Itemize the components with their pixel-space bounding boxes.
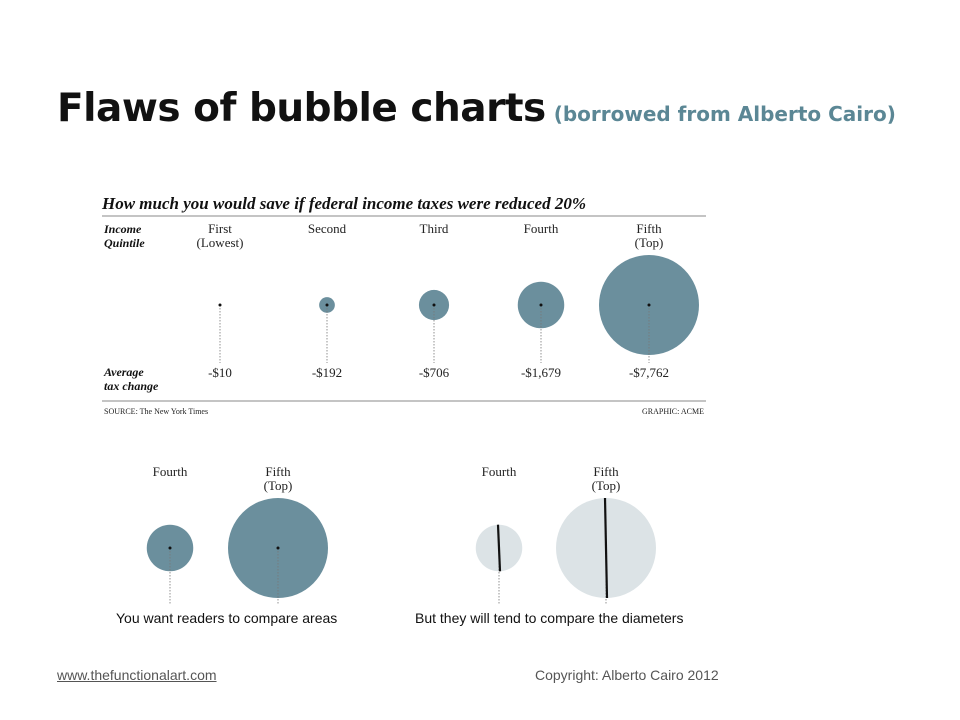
example-label-line: (Top)	[264, 478, 293, 493]
example-label: Fourth	[482, 464, 517, 479]
diameter-line	[603, 497, 609, 599]
slide-title: Flaws of bubble charts (borrowed from Alb…	[57, 86, 896, 131]
value-label: -$706	[419, 365, 450, 380]
bubble-center-dot	[218, 303, 222, 307]
quintile-label: Second	[308, 221, 347, 236]
footer-copyright: Copyright: Alberto Cairo 2012	[535, 667, 719, 683]
bubble-center-dot	[539, 303, 543, 307]
quintile-label-line: Third	[420, 221, 449, 236]
diameter-line	[496, 524, 502, 572]
example-label: Fifth (Top)	[264, 464, 293, 493]
caption-areas: You want readers to compare areas	[116, 610, 338, 626]
example-diameters: Fourth Fifth (Top)	[475, 464, 656, 604]
example-label-line: Fifth	[593, 464, 619, 479]
example-label: Fourth	[153, 464, 188, 479]
example-label: Fifth (Top)	[592, 464, 621, 493]
value-label: -$192	[312, 365, 342, 380]
quintile-label: Fourth	[524, 221, 559, 236]
example-label-line: Fourth	[482, 464, 517, 479]
footer-link[interactable]: www.thefunctionalart.com	[57, 667, 217, 683]
bubble-center-dot	[647, 303, 651, 307]
quintile-label-line: Fourth	[524, 221, 559, 236]
example-areas: Fourth Fifth (Top)	[146, 464, 328, 604]
bubble-center-dot	[432, 303, 436, 307]
caption-diameters: But they will tend to compare the diamet…	[415, 610, 684, 626]
quintile-label: Third	[420, 221, 449, 236]
quintile-label-line: (Lowest)	[197, 235, 244, 250]
graphic-source: SOURCE: The New York Times	[104, 407, 208, 416]
slide-title-text: Flaws of bubble charts	[57, 86, 546, 131]
value-label: -$1,679	[521, 365, 561, 380]
main-bubbles: First (Lowest) -$10 Second -$192 Third -$706 Fo…	[197, 221, 699, 380]
example-label-line: Fourth	[153, 464, 188, 479]
example-center-dot	[276, 546, 280, 550]
value-label: -$7,762	[629, 365, 669, 380]
row-label-quintile-line1: Income	[103, 222, 142, 236]
graphic-credit: GRAPHIC: ACME	[642, 407, 704, 416]
quintile-label-line: Second	[308, 221, 347, 236]
quintile-label-line: Fifth	[636, 221, 662, 236]
bubble-center-dot	[325, 303, 329, 307]
graphic-heading: How much you would save if federal incom…	[101, 194, 586, 213]
example-label-line: (Top)	[592, 478, 621, 493]
row-label-quintile-line2: Quintile	[104, 236, 145, 250]
quintile-label-line: First	[208, 221, 232, 236]
quintile-label: First (Lowest)	[197, 221, 244, 250]
example-center-dot	[168, 546, 172, 550]
row-label-average-line2: tax change	[104, 379, 159, 393]
row-label-quintile: Income Quintile	[103, 222, 145, 250]
quintile-label: Fifth (Top)	[635, 221, 664, 250]
value-label: -$10	[208, 365, 232, 380]
example-label-line: Fifth	[265, 464, 291, 479]
slide-subtitle: (borrowed from Alberto Cairo)	[553, 102, 896, 126]
quintile-label-line: (Top)	[635, 235, 664, 250]
row-label-average: Average tax change	[103, 365, 159, 393]
row-label-average-line1: Average	[103, 365, 144, 379]
